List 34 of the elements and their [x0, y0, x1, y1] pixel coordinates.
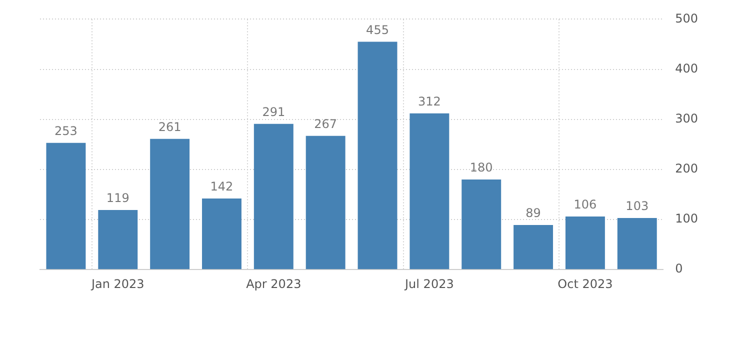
y-tick-label: 500: [675, 11, 698, 26]
data-label: 103: [626, 199, 649, 214]
bar: [410, 113, 450, 270]
bar: [565, 216, 605, 270]
data-label: 312: [418, 94, 441, 108]
bar: [98, 210, 138, 270]
data-label: 291: [262, 104, 286, 119]
data-label: 119: [106, 191, 130, 206]
y-tick-label: 200: [675, 162, 698, 176]
y-tick-label: 0: [675, 262, 683, 276]
x-tick-label: Jul 2023: [404, 276, 454, 291]
bar: [46, 142, 86, 270]
data-label: 455: [366, 22, 389, 37]
data-label: 180: [470, 160, 493, 175]
bar: [254, 124, 294, 270]
data-label: 267: [314, 117, 338, 132]
data-label: 89: [526, 206, 541, 220]
x-tick-label: Oct 2023: [558, 276, 613, 291]
bar: [358, 42, 398, 270]
bar: [202, 198, 242, 270]
y-tick-label: 300: [675, 111, 698, 126]
bar: [150, 138, 190, 270]
x-tick-label: Apr 2023: [246, 276, 302, 291]
bar: [306, 136, 346, 270]
data-label: 142: [210, 180, 234, 194]
data-label: 253: [54, 124, 78, 138]
bar: [462, 179, 502, 270]
y-tick-label: 400: [675, 61, 698, 76]
bar: [514, 225, 554, 270]
data-label: 261: [158, 120, 182, 134]
bar: [617, 218, 657, 270]
y-tick-label: 100: [675, 212, 698, 226]
data-label: 106: [574, 198, 597, 212]
x-tick-label: Jan 2023: [90, 276, 144, 291]
